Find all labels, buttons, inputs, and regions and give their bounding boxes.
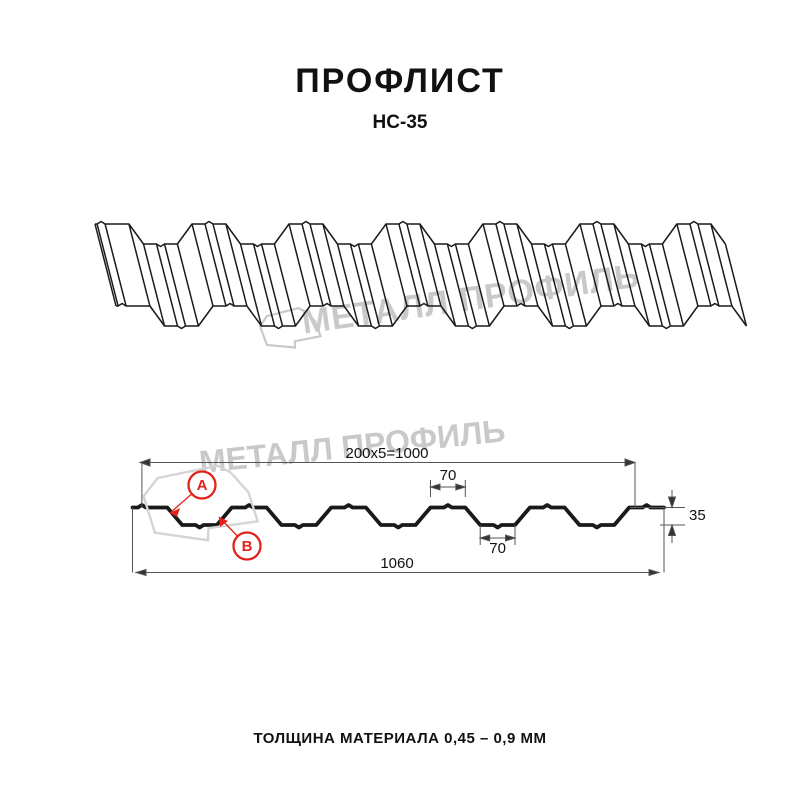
- svg-text:200x5=1000: 200x5=1000: [346, 445, 429, 462]
- svg-text:70: 70: [489, 540, 506, 557]
- svg-text:35: 35: [689, 507, 706, 524]
- svg-text:70: 70: [440, 467, 457, 484]
- svg-text:1060: 1060: [380, 555, 413, 572]
- svg-text:B: B: [242, 538, 253, 555]
- svg-text:A: A: [197, 477, 208, 494]
